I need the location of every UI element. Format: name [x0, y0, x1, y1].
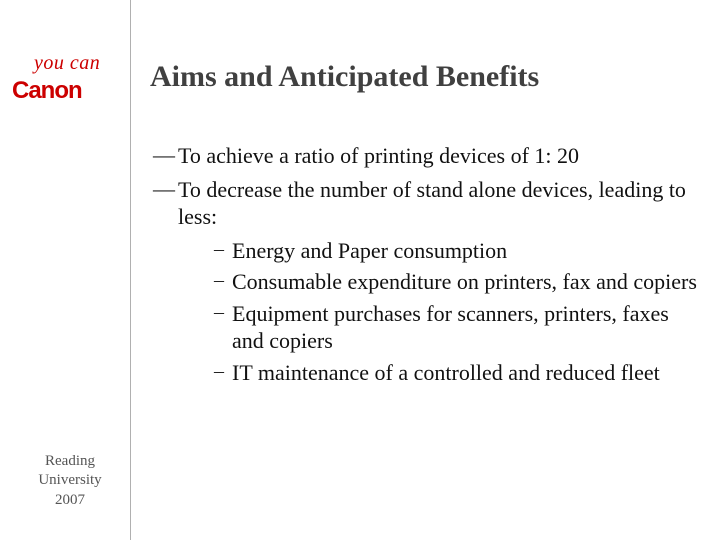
canon-logo-icon: Canon	[12, 77, 120, 103]
bullet-marker: –	[206, 300, 232, 325]
bullet-text: Consumable expenditure on printers, fax …	[232, 268, 697, 296]
bullet-marker: –	[206, 237, 232, 262]
bullet-marker: —	[150, 142, 178, 168]
footer-line-3: 2007	[20, 491, 120, 511]
bullet-marker: —	[150, 176, 178, 202]
footer-caption: Reading University 2007	[20, 452, 120, 511]
bullet-text: Energy and Paper consumption	[232, 237, 507, 265]
footer-line-1: Reading	[20, 452, 120, 472]
slide-title: Aims and Anticipated Benefits	[150, 60, 700, 94]
bullet-level1: — To decrease the number of stand alone …	[150, 176, 700, 231]
bullet-list: — To achieve a ratio of printing devices…	[150, 142, 700, 386]
bullet-level2: – Consumable expenditure on printers, fa…	[206, 268, 700, 296]
bullet-level2: – IT maintenance of a controlled and red…	[206, 359, 700, 387]
bullet-text: To achieve a ratio of printing devices o…	[178, 142, 579, 170]
content-area: Aims and Anticipated Benefits — To achie…	[150, 60, 700, 390]
bullet-level2: – Equipment purchases for scanners, prin…	[206, 300, 700, 355]
left-column: you can Canon Reading University 2007	[0, 0, 130, 540]
bullet-text: To decrease the number of stand alone de…	[178, 176, 700, 231]
bullet-level1: — To achieve a ratio of printing devices…	[150, 142, 700, 170]
brand-tagline: you can	[34, 52, 122, 75]
bullet-level2: – Energy and Paper consumption	[206, 237, 700, 265]
brand-lockup: you can Canon	[12, 52, 122, 103]
footer-line-2: University	[20, 471, 120, 491]
slide: you can Canon Reading University 2007 Ai…	[0, 0, 720, 540]
bullet-text: IT maintenance of a controlled and reduc…	[232, 359, 660, 387]
bullet-marker: –	[206, 359, 232, 384]
sub-bullet-list: – Energy and Paper consumption – Consuma…	[206, 237, 700, 387]
bullet-text: Equipment purchases for scanners, printe…	[232, 300, 700, 355]
vertical-divider	[130, 0, 131, 540]
canon-wordmark: Canon	[12, 77, 82, 103]
bullet-marker: –	[206, 268, 232, 293]
